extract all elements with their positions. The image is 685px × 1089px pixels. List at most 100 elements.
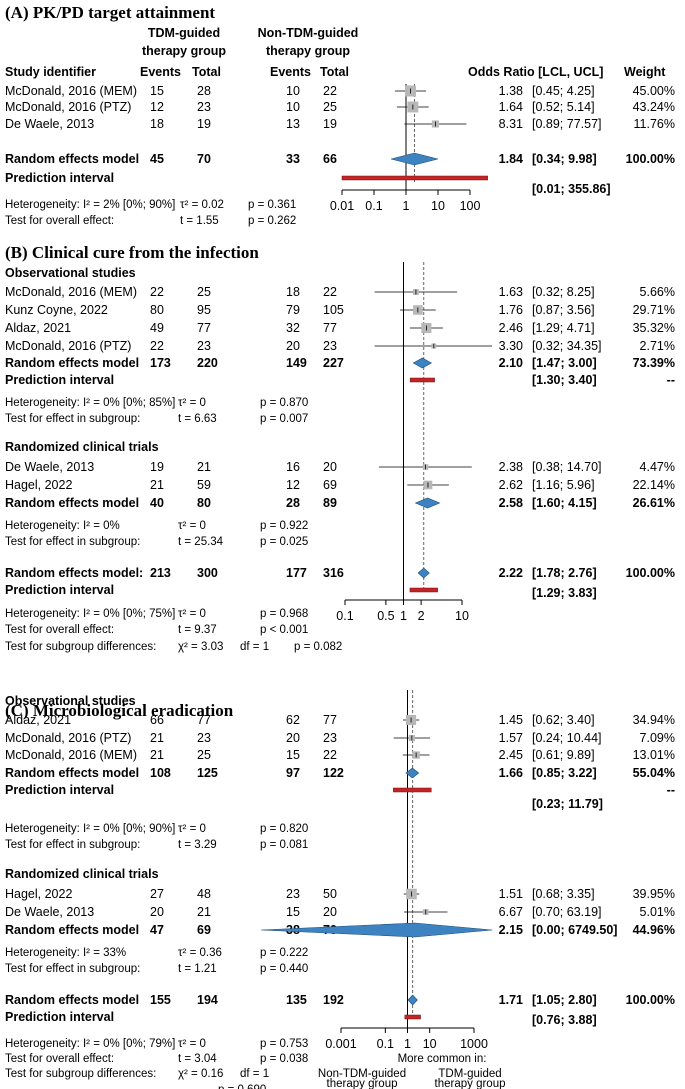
stats-p-value: p = 0.082: [294, 641, 342, 653]
x-axis-tick-label: 0.1: [336, 609, 353, 623]
prediction-interval-bar: [404, 1014, 421, 1020]
stats-p-value: p = 0.820: [260, 823, 308, 835]
subgroup-heading: Observational studies: [5, 266, 136, 280]
total-tdm: 70: [197, 152, 211, 166]
prediction-weight: --: [667, 373, 675, 387]
confidence-interval: [0.34; 9.98]: [532, 152, 597, 166]
stats-p-value: p = 0.690: [218, 1084, 266, 1089]
subgroup-heading: Observational studies: [5, 694, 136, 708]
events-non-tdm: 135: [286, 993, 307, 1007]
x-axis-tick-label: 10: [455, 609, 469, 623]
x-axis-tick-label: 1: [403, 199, 410, 213]
x-axis-tick-label: 0.1: [365, 199, 382, 213]
x-axis-tick-label: 0.001: [325, 1037, 356, 1051]
stats-label: Heterogeneity: I² = 0% [0%; 90%]: [5, 823, 175, 835]
summary-diamond: [412, 357, 433, 369]
total-non-tdm: 20: [323, 460, 337, 474]
confidence-interval: [1.60; 4.15]: [532, 496, 597, 510]
stats-label: Heterogeneity: I² = 0% [0%; 85%]: [5, 397, 175, 409]
stats-p-value: p = 0.007: [260, 413, 308, 425]
total-tdm: 28: [197, 84, 211, 98]
events-non-tdm: 23: [286, 887, 300, 901]
stats-statistic: τ² = 0: [178, 397, 206, 409]
stats-statistic: χ² = 0.16: [178, 1068, 223, 1080]
x-axis-tick-label: 1000: [460, 1037, 488, 1051]
column-header-events: Events: [270, 65, 311, 79]
confidence-interval: [0.52; 5.14]: [532, 100, 595, 114]
stats-statistic: t = 3.04: [178, 1053, 217, 1065]
confidence-interval: [0.32; 34.35]: [532, 339, 602, 353]
stats-statistic: t = 1.21: [178, 963, 217, 975]
confidence-interval: [1.16; 5.96]: [532, 478, 595, 492]
summary-diamond: [260, 922, 493, 938]
study-label: De Waele, 2013: [5, 460, 94, 474]
study-label: McDonald, 2016 (PTZ): [5, 100, 131, 114]
odds-ratio-value: 1.64: [499, 100, 523, 114]
column-header-total: Total: [192, 65, 221, 79]
weight-value: 100.00%: [626, 993, 675, 1007]
column-header-events: Events: [140, 65, 181, 79]
study-label: Random effects model: [5, 766, 139, 780]
prediction-label: Prediction interval: [5, 583, 114, 597]
stats-p-value: p = 0.440: [260, 963, 308, 975]
stats-label: Heterogeneity: I² = 0% [0%; 79%]: [5, 1038, 175, 1050]
prediction-label: Prediction interval: [5, 171, 114, 185]
summary-diamond: [417, 567, 430, 579]
odds-ratio-value: 2.58: [499, 496, 523, 510]
events-non-tdm: 33: [286, 152, 300, 166]
column-header-weight: Weight: [624, 65, 666, 79]
weight-value: 13.01%: [633, 748, 675, 762]
summary-diamond: [390, 152, 439, 166]
events-tdm: 45: [150, 152, 164, 166]
weight-value: 55.04%: [633, 766, 675, 780]
confidence-interval: [0.89; 77.57]: [532, 117, 602, 131]
column-header-tdm-group: TDM-guided: [148, 26, 220, 40]
confidence-interval: [0.38; 14.70]: [532, 460, 602, 474]
total-tdm: 23: [197, 339, 211, 353]
total-tdm: 23: [197, 731, 211, 745]
events-tdm: 12: [150, 100, 164, 114]
total-non-tdm: 122: [323, 766, 344, 780]
odds-ratio-value: 2.22: [499, 566, 523, 580]
total-non-tdm: 19: [323, 117, 337, 131]
prediction-interval-text: [0.23; 11.79]: [532, 797, 603, 811]
x-axis-tick-label: 1: [400, 609, 407, 623]
events-tdm: 21: [150, 748, 164, 762]
stats-label: Heterogeneity: I² = 33%: [5, 947, 126, 959]
total-non-tdm: 105: [323, 303, 344, 317]
weight-value: 73.39%: [633, 356, 675, 370]
study-label: Aldaz, 2021: [5, 321, 71, 335]
events-tdm: 80: [150, 303, 164, 317]
stats-statistic: t = 6.63: [178, 413, 217, 425]
stats-label: Test for effect in subgroup:: [5, 413, 140, 425]
weight-value: 100.00%: [626, 152, 675, 166]
odds-ratio-value: 2.46: [499, 321, 523, 335]
weight-value: 34.94%: [633, 713, 675, 727]
stats-label: Test for subgroup differences:: [5, 641, 156, 653]
panel-title: (C) Microbiological eradication: [5, 701, 234, 720]
weight-value: 26.61%: [633, 496, 675, 510]
odds-ratio-value: 1.51: [499, 887, 523, 901]
stats-label: Test for subgroup differences:: [5, 1068, 156, 1080]
prediction-interval-text: [0.76; 3.88]: [532, 1013, 597, 1027]
stats-statistic: t = 3.29: [178, 839, 217, 851]
weight-value: 35.32%: [633, 321, 675, 335]
study-label: Random effects model: [5, 152, 139, 166]
total-non-tdm: 192: [323, 993, 344, 1007]
stats-statistic: t = 25.34: [178, 536, 224, 548]
events-tdm: 49: [150, 321, 164, 335]
confidence-interval: [1.78; 2.76]: [532, 566, 597, 580]
column-header-total: Total: [320, 65, 349, 79]
total-tdm: 220: [197, 356, 218, 370]
events-tdm: 47: [150, 923, 164, 937]
confidence-interval: [0.70; 63.19]: [532, 905, 602, 919]
total-non-tdm: 20: [323, 905, 337, 919]
total-tdm: 48: [197, 887, 211, 901]
stats-df: df = 1: [240, 641, 269, 653]
column-header-non-tdm-group: therapy group: [266, 44, 350, 58]
events-non-tdm: 149: [286, 356, 307, 370]
odds-ratio-value: 2.38: [499, 460, 523, 474]
subgroup-heading: Randomized clinical trials: [5, 867, 159, 881]
weight-value: 44.96%: [633, 923, 675, 937]
